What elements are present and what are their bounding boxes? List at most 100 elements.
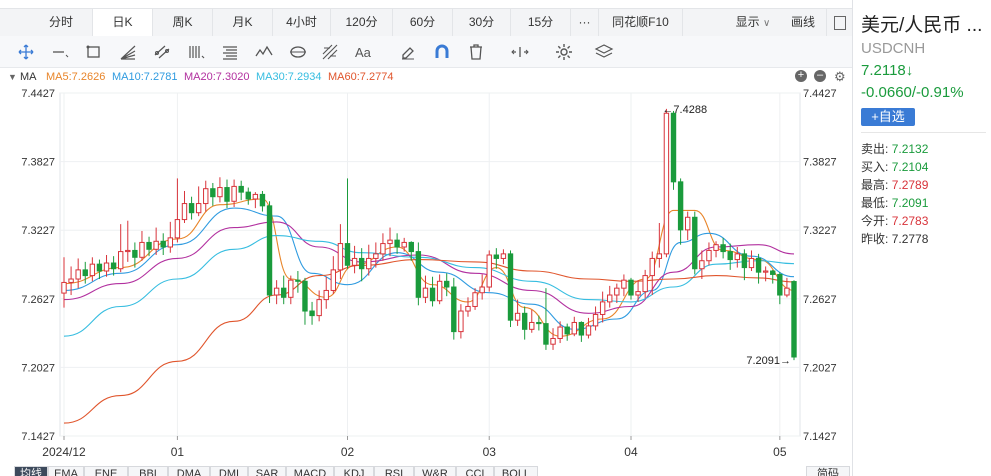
draw-line-button[interactable]: 画线: [790, 15, 815, 29]
candle-body-down: [451, 286, 457, 333]
candle: [599, 291, 606, 323]
crosshair-cursor-icon[interactable]: [16, 42, 36, 62]
instrument-code: USDCNH: [861, 40, 926, 57]
ind-tab-macd[interactable]: MACD: [286, 466, 334, 476]
tab-60m[interactable]: 60分: [393, 9, 453, 36]
price-change: -0.0660/-0.91%: [861, 84, 964, 101]
y-tick-label-right: 7.3827: [803, 157, 837, 169]
quote-label: 最低:: [861, 196, 889, 210]
candle-body-up: [585, 325, 592, 336]
candle-body-down: [415, 251, 422, 298]
eraser-tool-icon[interactable]: [398, 42, 418, 62]
add-watchlist-button[interactable]: +自选: [861, 108, 915, 126]
ind-tab-ene[interactable]: ENE: [84, 466, 128, 476]
tab-30m[interactable]: 30分: [453, 9, 511, 36]
candle: [394, 233, 400, 254]
channel-tool-icon[interactable]: [152, 42, 172, 62]
remove-indicator-icon[interactable]: –: [814, 70, 826, 82]
add-indicator-icon[interactable]: +: [795, 70, 807, 82]
candle-body-up: [784, 287, 790, 296]
shortcode-button[interactable]: 简码: [806, 466, 850, 476]
legend-collapse-icon[interactable]: ▼: [8, 72, 17, 82]
tab-month-k[interactable]: 月K: [213, 9, 273, 36]
indicator-settings-icon[interactable]: ⚙: [834, 69, 846, 84]
cycle-tool-icon[interactable]: [288, 42, 308, 62]
panel-toggle-button[interactable]: [826, 9, 852, 36]
display-dropdown[interactable]: 显示 ∨: [724, 9, 782, 36]
tab-week-k[interactable]: 周K: [153, 9, 213, 36]
candle-body-down: [188, 203, 195, 214]
ind-tab-kdj[interactable]: KDJ: [334, 466, 374, 476]
candle-body-down: [677, 181, 684, 231]
candle-body-up: [89, 263, 96, 277]
kline-chart[interactable]: 7.4427 7.4427 7.3827 7.3827 7.3227 7.3227 7.26…: [0, 86, 852, 466]
candle: [571, 316, 577, 337]
tab-more[interactable]: ···: [571, 9, 599, 36]
ind-tab-ma[interactable]: 均线: [14, 466, 48, 476]
candle: [118, 224, 124, 273]
y-tick-label-left: 7.3227: [21, 225, 55, 237]
candle-body-down: [628, 279, 634, 296]
quote-divider: [861, 132, 986, 133]
candle: [663, 108, 670, 258]
candle-body-down: [224, 187, 230, 202]
y-tick-label-left: 7.4427: [21, 88, 55, 100]
rectangle-tool-icon[interactable]: [84, 42, 104, 62]
trash-icon[interactable]: [466, 42, 486, 62]
legend-ma20: MA20:7.3020: [184, 71, 250, 83]
tab-day-k[interactable]: 日K: [93, 9, 153, 36]
candle: [529, 309, 535, 333]
ma-line-ma60: [63, 259, 795, 424]
candle: [770, 269, 776, 284]
ruler-tool-icon[interactable]: [510, 42, 530, 62]
ind-tab-dmi[interactable]: DMI: [210, 466, 248, 476]
y-tick-label-left: 7.2027: [21, 362, 55, 374]
candle-body-up: [621, 279, 627, 289]
candle: [684, 211, 691, 241]
candle: [762, 266, 769, 282]
candle-body-up: [231, 185, 237, 202]
quote-panel: 美元/人民币 ... USDCNH 7.2118↓ -0.0660/-0.91%…: [852, 0, 991, 476]
candle: [309, 301, 315, 325]
fan-tool-icon[interactable]: [118, 42, 138, 62]
candle-body-up: [68, 278, 74, 283]
candle-body-up: [550, 337, 556, 345]
candle: [210, 182, 216, 206]
ind-tab-sar[interactable]: SAR: [248, 466, 286, 476]
ind-tab-ema[interactable]: EMA: [48, 466, 84, 476]
bars-tool-icon[interactable]: [186, 42, 206, 62]
candle: [302, 277, 308, 325]
candle: [132, 242, 138, 268]
candle-body-down: [96, 263, 103, 272]
period-tabbar: 分时 日K 周K 月K 4小时 120分 60分 30分 15分 ··· 同花顺…: [0, 8, 852, 37]
candle-body-down: [727, 251, 733, 261]
magnet-tool-icon[interactable]: [432, 42, 452, 62]
ind-tab-cci[interactable]: CCI: [456, 466, 494, 476]
ind-tab-boll[interactable]: BOLL: [494, 466, 538, 476]
gann-tool-icon[interactable]: [320, 42, 340, 62]
ind-tab-rsi[interactable]: RSI: [374, 466, 414, 476]
tab-15m[interactable]: 15分: [511, 9, 571, 36]
candle-body-down: [295, 279, 301, 282]
tab-f10[interactable]: 同花顺F10: [599, 9, 683, 36]
tab-120m[interactable]: 120分: [331, 9, 393, 36]
tab-fenshi[interactable]: 分时: [30, 9, 93, 36]
candle-body-up: [203, 188, 209, 205]
gear-icon[interactable]: [554, 42, 574, 62]
ind-tab-dma[interactable]: DMA: [168, 466, 210, 476]
candle: [125, 220, 131, 262]
text-tool-icon[interactable]: Aa: [354, 42, 374, 62]
y-tick-label-right: 7.3227: [803, 225, 837, 237]
candle: [479, 274, 485, 300]
ind-tab-wr[interactable]: W&R: [414, 466, 456, 476]
candle-body-down: [444, 280, 450, 288]
layers-icon[interactable]: [594, 42, 614, 62]
ind-tab-bbi[interactable]: BBI: [128, 466, 168, 476]
wave-tool-icon[interactable]: [254, 42, 274, 62]
candle-body-down: [536, 321, 542, 325]
line-tool-icon[interactable]: [50, 42, 70, 62]
tab-4h[interactable]: 4小时: [273, 9, 331, 36]
candle: [146, 236, 152, 257]
svg-text:Aa: Aa: [355, 45, 372, 60]
fibonacci-tool-icon[interactable]: [220, 42, 240, 62]
